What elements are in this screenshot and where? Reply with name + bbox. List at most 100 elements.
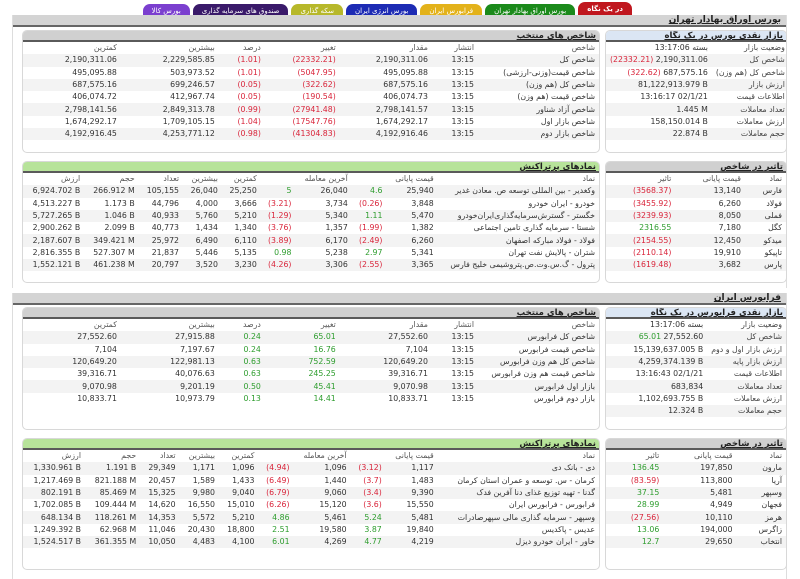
impact-symbol[interactable]: زاگرس [758, 524, 782, 534]
impact-row[interactable]: (3239.93) 8,050 فملی [606, 209, 786, 223]
active-col-header: حجم [119, 174, 135, 184]
impact-row[interactable]: (2110.14) 19,910 تاپیکو [606, 247, 786, 259]
active-row[interactable]: 1,524.517 B 361.355 M 10,050 4,483 4,100 6.01… [23, 536, 599, 549]
active-count: 20,797 [138, 259, 184, 272]
active-value: 2,187.607 B [23, 234, 85, 247]
impact-symbol[interactable]: آریا [771, 475, 782, 485]
glance-value-text: بسته 13:17:06 [650, 320, 704, 330]
impact-row[interactable]: (27.56) 10,110 هرمز [606, 511, 786, 524]
index-time: 13:15 [451, 67, 474, 77]
active-row[interactable]: 2,816.355 B 527.307 M 21,837 5,446 5,135 0.98… [23, 247, 599, 259]
impact-symbol[interactable]: پارس [744, 259, 786, 272]
glance-value: بسته 13:17:06 [606, 42, 712, 54]
tab-0[interactable]: در یک نگاه [578, 2, 632, 18]
active-col-header [352, 173, 387, 185]
glance-value-text: 81,122,913.979 B [638, 80, 708, 90]
active-row[interactable]: 2,187.607 B 349.421 M 25,972 6,490 6,110 (3.8… [23, 234, 599, 247]
active-name[interactable]: وکغدیر - بین المللی توسعه ص. معادن غدیر [437, 185, 599, 198]
glance-value: 81,122,913.979 B [606, 78, 712, 92]
active-row[interactable]: 1,552.121 B 461.238 M 20,797 3,520 3,230 (4.2… [23, 259, 599, 272]
impact-row[interactable]: (1619.48) 3,682 پارس [606, 259, 786, 272]
active-name[interactable]: شستا - سرمایه گذاری تامین اجتماعی [473, 223, 595, 233]
tse-glance-title: بازار نقدی بورس در یک نگاه [606, 31, 786, 42]
index-value: 495,095.88 [383, 67, 428, 77]
tab-1[interactable]: بورس اوراق بهادار تهران [485, 4, 576, 18]
active-name[interactable]: وسپهر - سرمایه گذاری مالی سپهرصادرات [437, 511, 599, 524]
tab-5[interactable]: صندوق های سرمایه گذاری [192, 4, 289, 18]
active-col-header: تعداد [159, 451, 176, 461]
active-name[interactable]: گدنا - تهیه توزیع غذای دنا آفرین فدک [437, 486, 599, 500]
impact-row[interactable]: 13.06 194,000 زاگرس [606, 524, 786, 536]
active-row[interactable]: 1,249.392 B 62.968 M 11,046 20,430 18,800 2.5… [23, 524, 599, 536]
impact-row[interactable]: 2316.55 7,180 کگل [606, 222, 786, 234]
impact-symbol[interactable]: فجهان [761, 500, 782, 510]
active-row[interactable]: 802.191 B 85.469 M 15,325 9,980 9,040 (6.79) 9… [23, 486, 599, 500]
indices-col-header: کمترین [93, 320, 117, 330]
tab-6[interactable]: بورس کالا [142, 4, 190, 18]
impact-symbol[interactable]: انتخاب [736, 536, 786, 549]
impact-symbol[interactable]: فملی [744, 209, 786, 223]
active-high: 1,589 [192, 475, 216, 485]
impact-symbol[interactable]: وسپهر [736, 486, 786, 500]
glance-value: 13:16:17 02/1/21 [606, 91, 712, 103]
active-high: 4,483 [179, 536, 220, 549]
impact-close: 197,850 [663, 462, 737, 475]
impact-value: 12.7 [606, 536, 664, 549]
tab-2[interactable]: فرابورس ایران [420, 4, 483, 18]
impact-row[interactable]: 136.45 197,850 مارون [606, 462, 786, 475]
active-name[interactable]: پترول - گ.س.وت.ص.پتروشیمی خلیج فارس [437, 259, 599, 272]
impact-row[interactable]: (3568.37) 13,140 فارس [606, 185, 786, 198]
impact-symbol[interactable]: فارس [744, 185, 786, 198]
impact-row[interactable]: (3455.92) 6,260 فولاد [606, 198, 786, 210]
active-row[interactable]: 1,217.469 B 821.188 M 20,457 1,589 1,433 (6.4… [23, 475, 599, 487]
active-name[interactable]: خاور - ایران خودرو دیزل [437, 536, 599, 549]
glance-value: 22.874 B [606, 128, 712, 141]
index-value: 4,192,916.46 [339, 128, 432, 141]
glance-value-text: 27,552.60 [663, 332, 704, 342]
active-volume: 821.188 M [94, 475, 137, 485]
glance-label: شاخص کل [707, 331, 786, 344]
tab-3[interactable]: بورس انرژی ایران [345, 4, 418, 18]
index-change: (322.62) [264, 78, 340, 92]
active-count: 21,837 [151, 247, 180, 257]
active-name[interactable]: فرابورس - فرابورس ایران [508, 500, 595, 510]
active-closeChg: 4.6 [351, 185, 387, 198]
active-row[interactable]: 6,924.702 B 266.912 M 105,155 26,040 25,250 5… [23, 185, 599, 198]
active-high: 5,760 [183, 209, 222, 223]
active-volume: 109.444 M [94, 500, 137, 510]
impact-symbol[interactable]: تاپیکو [764, 247, 782, 257]
active-row[interactable]: 1,702.085 B 109.444 M 14,620 16,550 15,010 (6… [23, 499, 599, 511]
active-name[interactable]: خگستر - گسترش‌سرمایه‌گذاری‌ایران‌خودرو [437, 209, 599, 223]
glance-value-text: 13:16:43 02/1/21 [635, 369, 704, 379]
impact-symbol[interactable]: هرمز [736, 511, 786, 524]
impact-row[interactable]: 37.15 5,481 وسپهر [606, 486, 786, 500]
active-name[interactable]: کرمان - س. توسعه و عمران استان کرمان [457, 475, 595, 485]
index-high: 412,967.74 [170, 92, 215, 102]
tab-4[interactable]: سکه گذاری [291, 4, 343, 18]
active-col-header [261, 173, 296, 185]
active-volume: 361.355 M [84, 536, 141, 549]
impact-row[interactable]: (83.59) 113,800 آریا [606, 475, 786, 487]
impact-symbol[interactable]: فولاد [766, 198, 782, 208]
impact-symbol[interactable]: میدکو [744, 234, 786, 247]
active-name[interactable]: عدیس - پاکدیس [541, 524, 595, 534]
active-row[interactable]: 4,513.227 B 1.173 B 44,796 4,000 3,666 (3.21)… [23, 198, 599, 210]
impact-row[interactable]: (2154.55) 12,450 میدکو [606, 234, 786, 247]
active-name[interactable]: فولاد - فولاد مبارکه اصفهان [437, 234, 599, 247]
impact-row[interactable]: 28.99 4,949 فجهان [606, 499, 786, 511]
active-row[interactable]: 648.134 B 118.261 M 14,353 5,572 5,210 4.86 5,… [23, 511, 599, 524]
active-row[interactable]: 1,330.961 B 1.191 B 29,349 1,171 1,096 (4.94)… [23, 462, 599, 475]
active-row[interactable]: 2,900.262 B 2.099 B 40,773 1,434 1,340 (3.76)… [23, 222, 599, 234]
active-count: 14,353 [140, 511, 180, 524]
active-low: 18,800 [227, 524, 255, 534]
impact-symbol[interactable]: کگل [768, 223, 782, 233]
active-name[interactable]: شتران - پالایش نفت تهران [508, 247, 595, 257]
active-row[interactable]: 5,727.265 B 1.046 B 40,933 5,760 5,210 (1.29)… [23, 209, 599, 223]
active-closeChg: (0.26) [358, 198, 383, 208]
active-count: 44,796 [151, 198, 180, 208]
impact-symbol[interactable]: مارون [736, 462, 786, 475]
impact-row[interactable]: 12.7 29,650 انتخاب [606, 536, 786, 549]
glance-row: 158,150.014 B ارزش معاملات [606, 116, 786, 128]
active-name[interactable]: خودرو - ایران خودرو [528, 198, 595, 208]
active-name[interactable]: دی - بانک دی [437, 462, 599, 475]
